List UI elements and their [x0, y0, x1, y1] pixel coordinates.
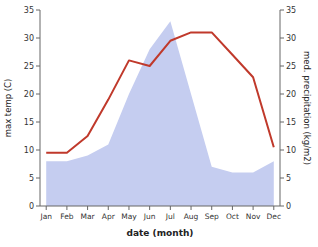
chart: 0 5 10 15 20 25 30 35 0 5 10 15 20 25 30 35 Jan Feb Mar Apr… [0, 0, 318, 247]
y2-tick-label: 15 [286, 118, 296, 127]
x-axis-line [40, 206, 280, 207]
x-tick-label: Jul [165, 212, 175, 221]
y-tick-label: 35 [24, 6, 34, 15]
y-tick [36, 150, 40, 151]
x-tick [46, 206, 47, 210]
y-tick [36, 206, 40, 207]
y2-tick [280, 150, 284, 151]
x-tick-label: Oct [226, 212, 239, 221]
x-tick [273, 206, 274, 210]
y-tick [36, 178, 40, 179]
y-tick [36, 94, 40, 95]
y-tick-label: 0 [29, 202, 34, 211]
y2-axis-label: med. precipitation (kg/m2) [302, 51, 312, 165]
y-tick [36, 10, 40, 11]
x-tick-label: Mar [81, 212, 96, 221]
x-tick [253, 206, 254, 210]
y2-tick-label: 20 [286, 90, 296, 99]
x-tick-label: Feb [60, 212, 74, 221]
y-tick-label: 5 [29, 174, 34, 183]
x-tick-label: Jun [143, 212, 156, 221]
y2-tick-label: 30 [286, 34, 296, 43]
precip-area [46, 21, 274, 206]
y-axis-label: max temp (C) [3, 79, 13, 138]
y-tick [36, 38, 40, 39]
y-axis-line [40, 10, 41, 206]
y2-tick [280, 206, 284, 207]
y-tick [36, 122, 40, 123]
plot-area [46, 21, 274, 206]
y2-axis-line [280, 10, 281, 206]
y2-tick [280, 10, 284, 11]
y2-tick [280, 38, 284, 39]
y-tick-label: 10 [24, 146, 34, 155]
y-tick-label: 15 [24, 118, 34, 127]
y2-tick [280, 122, 284, 123]
x-tick [191, 206, 192, 210]
y2-tick-label: 25 [286, 62, 296, 71]
y2-tick-label: 35 [286, 6, 296, 15]
y2-tick-label: 10 [286, 146, 296, 155]
x-tick-label: Apr [102, 212, 116, 221]
background [0, 0, 318, 247]
x-tick [66, 206, 67, 210]
x-tick-label: May [121, 212, 137, 221]
y-tick-label: 30 [24, 34, 34, 43]
y-tick [36, 66, 40, 67]
y2-tick-label: 5 [286, 174, 291, 183]
x-tick [211, 206, 212, 210]
x-tick [87, 206, 88, 210]
temp-line [46, 32, 274, 152]
x-tick [108, 206, 109, 210]
x-tick-label: Aug [184, 212, 199, 221]
y2-tick [280, 66, 284, 67]
x-tick [170, 206, 171, 210]
x-tick-label: Nov [246, 212, 261, 221]
y2-tick [280, 178, 284, 179]
x-tick [149, 206, 150, 210]
x-tick [232, 206, 233, 210]
y2-tick [280, 94, 284, 95]
x-axis-label: date (month) [127, 228, 194, 238]
x-tick-label: Dec [267, 212, 282, 221]
x-tick [128, 206, 129, 210]
x-tick-label: Jan [39, 212, 52, 221]
x-tick-label: Sep [205, 212, 219, 221]
y2-tick-label: 0 [286, 202, 291, 211]
y-tick-label: 25 [24, 62, 34, 71]
y-tick-label: 20 [24, 90, 34, 99]
